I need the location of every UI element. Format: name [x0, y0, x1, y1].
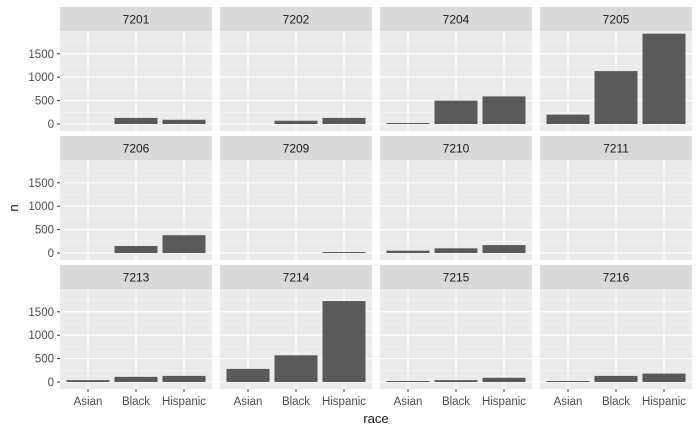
facet-strip-7202 — [220, 7, 372, 31]
bar-7202-black — [274, 120, 318, 124]
x-tick-label: Hispanic — [482, 396, 526, 408]
bar-7209-hispanic — [322, 252, 366, 253]
x-tick-label: Black — [122, 396, 150, 408]
x-tick-label: Asian — [394, 396, 423, 408]
facet-strip-7216 — [540, 265, 692, 289]
y-tick-label: 500 — [35, 96, 54, 108]
bar-7214-asian — [226, 368, 270, 382]
y-tick-label: 1500 — [28, 49, 54, 61]
y-tick-label: 1500 — [28, 307, 54, 319]
facet-label: 7211 — [603, 142, 629, 156]
x-tick-label: Hispanic — [322, 396, 366, 408]
x-axis-title: race — [363, 411, 388, 426]
bar-7210-hispanic — [482, 245, 526, 253]
facet-strip-7209 — [220, 136, 372, 160]
facet-strip-7204 — [380, 7, 532, 31]
bar-7202-hispanic — [322, 117, 366, 124]
y-tick-label: 1000 — [28, 330, 54, 342]
y-tick-label: 500 — [35, 225, 54, 237]
x-tick-label: Asian — [234, 396, 263, 408]
facet-strip-7211 — [540, 136, 692, 160]
bar-7215-black — [434, 380, 478, 382]
bar-7213-asian — [66, 380, 110, 382]
y-tick-label: 0 — [48, 119, 54, 131]
x-tick-label: Hispanic — [162, 396, 206, 408]
facet-label: 7209 — [283, 142, 310, 156]
y-tick-label: 1000 — [28, 201, 54, 213]
bar-7214-hispanic — [322, 301, 366, 382]
bar-7205-asian — [546, 114, 590, 124]
bar-7215-asian — [386, 381, 430, 382]
x-tick-label: Hispanic — [642, 396, 686, 408]
y-tick-label: 0 — [48, 377, 54, 389]
x-tick-label: Black — [282, 396, 310, 408]
bar-7215-hispanic — [482, 377, 526, 382]
facet-strip-7213 — [60, 265, 212, 289]
facet-label: 7213 — [123, 271, 150, 285]
facet-label: 7216 — [603, 271, 630, 285]
facet-label: 7215 — [443, 271, 470, 285]
y-tick-label: 1500 — [28, 178, 54, 190]
facet-strip-7210 — [380, 136, 532, 160]
x-tick-label: Asian — [554, 396, 583, 408]
bar-7205-black — [594, 71, 638, 124]
y-axis-title: n — [6, 204, 21, 211]
bar-7216-black — [594, 375, 638, 382]
facet-label: 7206 — [123, 142, 150, 156]
bar-7213-hispanic — [162, 375, 206, 382]
bar-7206-hispanic — [162, 235, 206, 253]
facet-strip-7201 — [60, 7, 212, 31]
y-tick-label: 1000 — [28, 72, 54, 84]
facet-label: 7205 — [603, 13, 630, 27]
facet-strip-7215 — [380, 265, 532, 289]
facet-label: 7204 — [443, 13, 470, 27]
bar-7204-black — [434, 100, 478, 124]
x-tick-label: Black — [442, 396, 470, 408]
bar-7204-hispanic — [482, 96, 526, 124]
bar-7201-black — [114, 117, 158, 124]
bar-7214-black — [274, 355, 318, 382]
facet-label: 7214 — [283, 271, 310, 285]
bar-7204-asian — [386, 123, 430, 124]
x-tick-label: Black — [602, 396, 630, 408]
y-tick-label: 0 — [48, 248, 54, 260]
bar-7206-black — [114, 245, 158, 253]
facet-strip-7206 — [60, 136, 212, 160]
y-tick-label: 500 — [35, 354, 54, 366]
facet-strip-7214 — [220, 265, 372, 289]
facet-label: 7201 — [123, 13, 150, 27]
bar-7213-black — [114, 376, 158, 382]
bar-7201-hispanic — [162, 119, 206, 124]
bar-7210-black — [434, 248, 478, 253]
facet-strip-7205 — [540, 7, 692, 31]
x-tick-label: Asian — [74, 396, 103, 408]
facet-label: 7210 — [443, 142, 470, 156]
facet-label: 7202 — [283, 13, 310, 27]
bar-7216-hispanic — [642, 373, 686, 382]
bar-7210-asian — [386, 250, 430, 253]
bar-7205-hispanic — [642, 33, 686, 125]
bar-7216-asian — [546, 381, 590, 382]
